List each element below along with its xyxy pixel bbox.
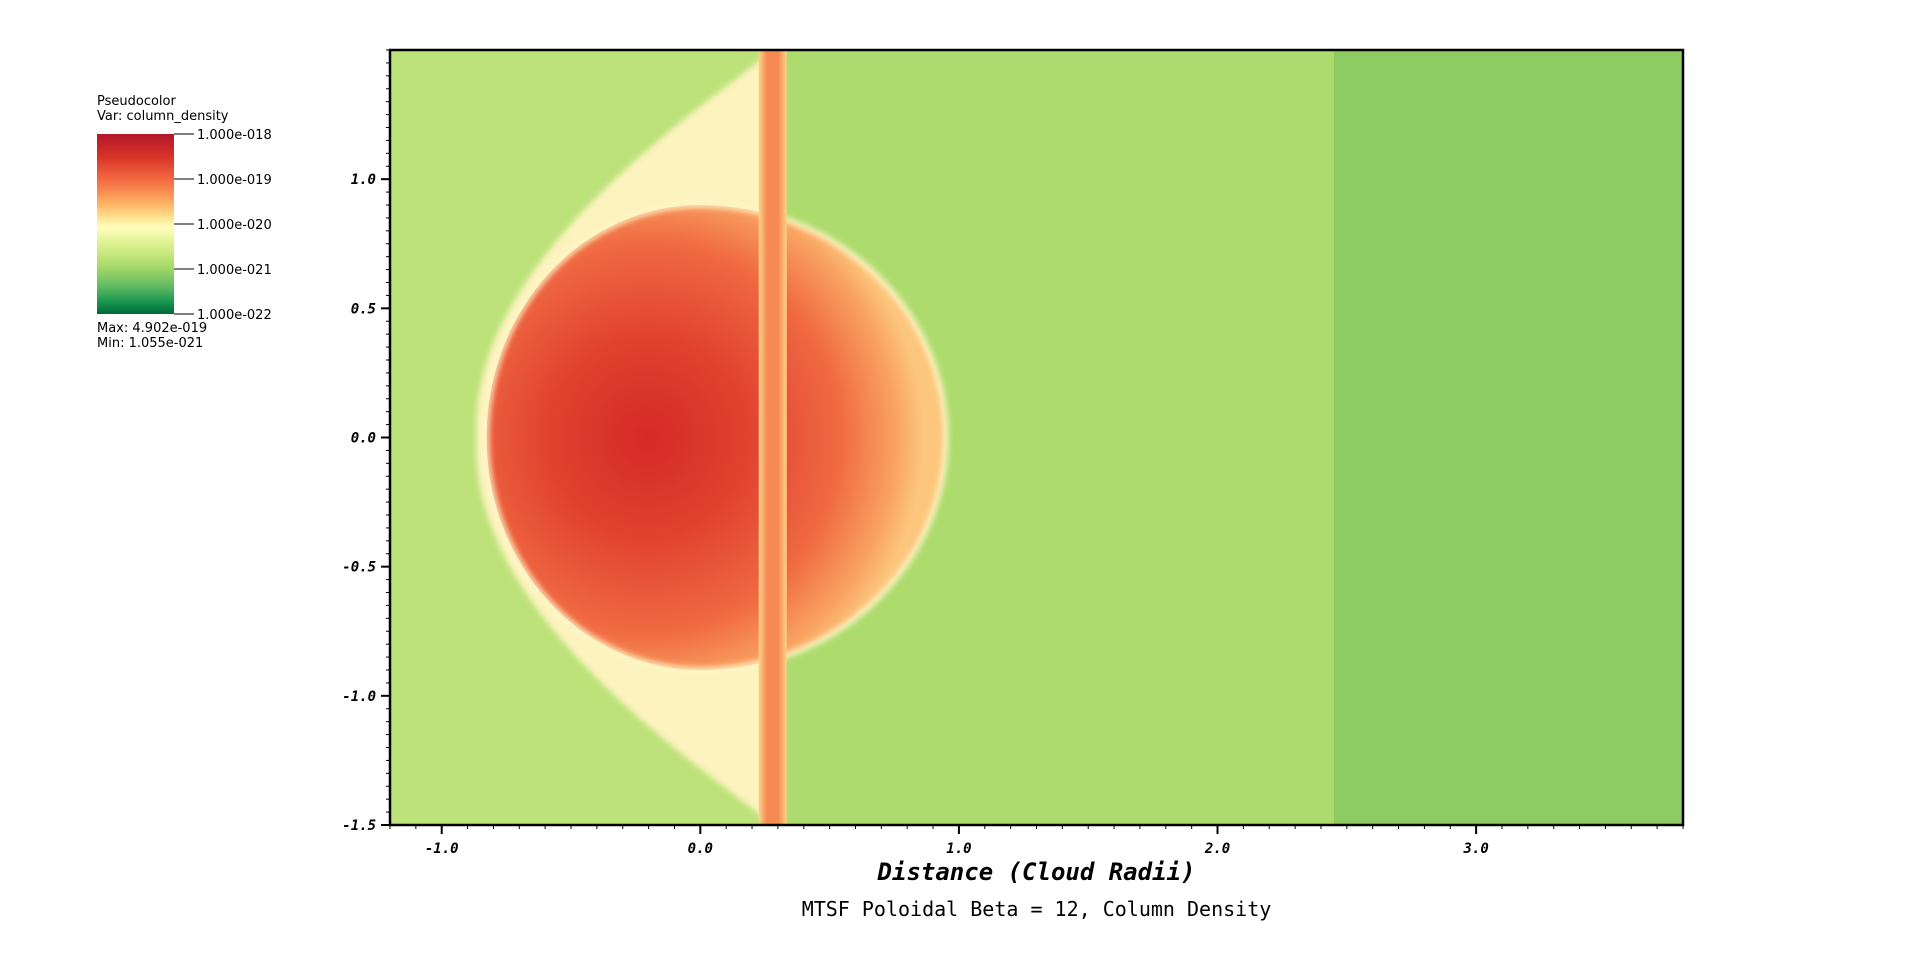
colorbar-tick-label: 1.000e-020 (197, 218, 272, 233)
y-tick-label: -0.5 (342, 560, 376, 576)
legend-min: Min: 1.055e-021 (97, 336, 204, 351)
y-tick-label: 0.5 (351, 301, 376, 317)
y-tick-label: -1.0 (342, 689, 376, 705)
chart-title: MTSF Poloidal Beta = 12, Column Density (802, 897, 1272, 921)
y-tick-label: 1.0 (351, 172, 376, 188)
colorbar-gradient (97, 134, 174, 314)
colorbar-tick-label: 1.000e-019 (197, 173, 272, 188)
y-tick-label: -1.5 (342, 818, 376, 834)
cloud-rim (484, 202, 949, 673)
heatmap-field (390, 50, 1683, 825)
x-tick-label: 2.0 (1204, 841, 1230, 857)
y-tick-label: 0.0 (351, 431, 376, 447)
colorbar: 1.000e-018 1.000e-019 1.000e-020 1.000e-021… (97, 128, 272, 323)
legend-max: Max: 4.902e-019 (97, 321, 208, 336)
x-tick-label: 3.0 (1462, 841, 1488, 857)
x-axis-label: Distance (Cloud Radii) (877, 858, 1196, 886)
y-axis: 1.0 0.5 0.0 -0.5 -1.0 -1.5 (342, 49, 390, 834)
cloud-body (486, 205, 946, 670)
legend-plot-type: Pseudocolor (97, 94, 176, 109)
x-tick-label: 1.0 (946, 841, 971, 857)
colorbar-tick-label: 1.000e-021 (197, 263, 272, 278)
colorbar-tick-label: 1.000e-022 (197, 308, 272, 323)
colorbar-tick-label: 1.000e-018 (197, 128, 272, 143)
x-tick-label: 0.0 (688, 841, 713, 857)
x-tick-label: -1.0 (425, 841, 459, 857)
legend-variable: Var: column_density (97, 109, 229, 124)
x-axis: -1.0 0.0 1.0 2.0 3.0 (389, 825, 1684, 857)
far-region (1333, 50, 1683, 825)
filament (758, 50, 787, 825)
